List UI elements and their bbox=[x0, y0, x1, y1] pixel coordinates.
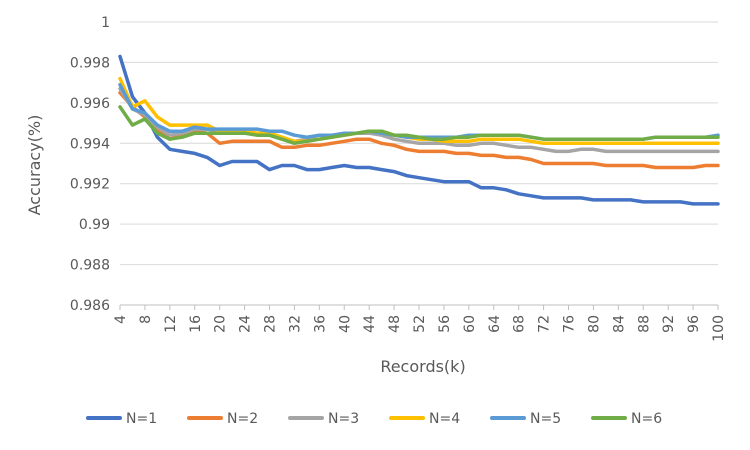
x-tick-label: 96 bbox=[686, 315, 702, 333]
legend-item: N=2 bbox=[187, 411, 258, 427]
x-tick-label: 40 bbox=[337, 315, 353, 333]
y-tick-label: 0.996 bbox=[70, 96, 110, 112]
series-lines bbox=[118, 54, 720, 206]
x-tick-label: 28 bbox=[263, 315, 279, 333]
x-tick-label: 92 bbox=[661, 315, 677, 333]
legend-item: N=4 bbox=[389, 411, 460, 427]
legend-label: N=5 bbox=[530, 411, 561, 427]
x-tick-label: 44 bbox=[362, 315, 378, 333]
axes bbox=[119, 304, 719, 310]
x-tick-label: 88 bbox=[636, 315, 652, 333]
x-tick-label: 4 bbox=[113, 315, 129, 324]
x-tick-label: 24 bbox=[238, 315, 254, 333]
y-tick-label: 0.994 bbox=[70, 136, 110, 152]
series-line-n4 bbox=[118, 76, 720, 146]
x-tick-label: 48 bbox=[387, 315, 403, 333]
x-tick-label: 80 bbox=[586, 315, 602, 333]
series-line-n6 bbox=[118, 105, 720, 146]
x-tick-label: 68 bbox=[512, 315, 528, 333]
legend-item: N=3 bbox=[288, 411, 359, 427]
x-tick-label: 12 bbox=[163, 315, 179, 333]
x-tick-label: 60 bbox=[462, 315, 478, 333]
x-tick-label: 56 bbox=[437, 315, 453, 333]
legend-label: N=6 bbox=[631, 411, 662, 427]
x-tick-label: 36 bbox=[312, 315, 328, 333]
y-tick-label: 0.99 bbox=[79, 217, 110, 233]
y-tick-label: 0.988 bbox=[70, 258, 110, 274]
x-tick-label: 32 bbox=[287, 315, 303, 333]
legend-label: N=1 bbox=[126, 411, 157, 427]
y-axis-title: Accuracy(%) bbox=[25, 115, 44, 216]
x-tick-label: 20 bbox=[213, 315, 229, 333]
x-tick-label: 76 bbox=[562, 315, 578, 333]
x-tick-labels: 4 8 12 16 20 24 28 32 36 40 44 48 52 56 60 64 68 72 76 80 84… bbox=[113, 315, 727, 342]
y-tick-label: 0.986 bbox=[70, 298, 110, 314]
legend-label: N=2 bbox=[227, 411, 258, 427]
x-tick-label: 72 bbox=[537, 315, 553, 333]
series-line-n2 bbox=[118, 90, 720, 170]
series-line-n1 bbox=[118, 54, 720, 206]
x-tick-label: 84 bbox=[611, 315, 627, 333]
y-tick-label: 1 bbox=[101, 15, 110, 31]
legend-item: N=1 bbox=[86, 411, 157, 427]
x-tick-label: 52 bbox=[412, 315, 428, 333]
x-tick-label: 100 bbox=[711, 315, 727, 342]
y-tick-label: 0.992 bbox=[70, 177, 110, 193]
x-tick-label: 16 bbox=[188, 315, 204, 333]
legend-item: N=5 bbox=[490, 411, 561, 427]
x-axis-title: Records(k) bbox=[380, 357, 465, 376]
legend-label: N=3 bbox=[328, 411, 359, 427]
legend-label: N=4 bbox=[429, 411, 460, 427]
y-tick-labels: 0.986 0.988 0.99 0.992 0.994 0.996 0.998 1 bbox=[70, 15, 110, 314]
y-tick-label: 0.998 bbox=[70, 55, 110, 71]
x-tick-label: 64 bbox=[487, 315, 503, 333]
legend: N=1 N=2 N=3 N=4 N=5 N=6 bbox=[86, 411, 662, 427]
legend-item: N=6 bbox=[591, 411, 662, 427]
x-tick-label: 8 bbox=[138, 315, 154, 324]
